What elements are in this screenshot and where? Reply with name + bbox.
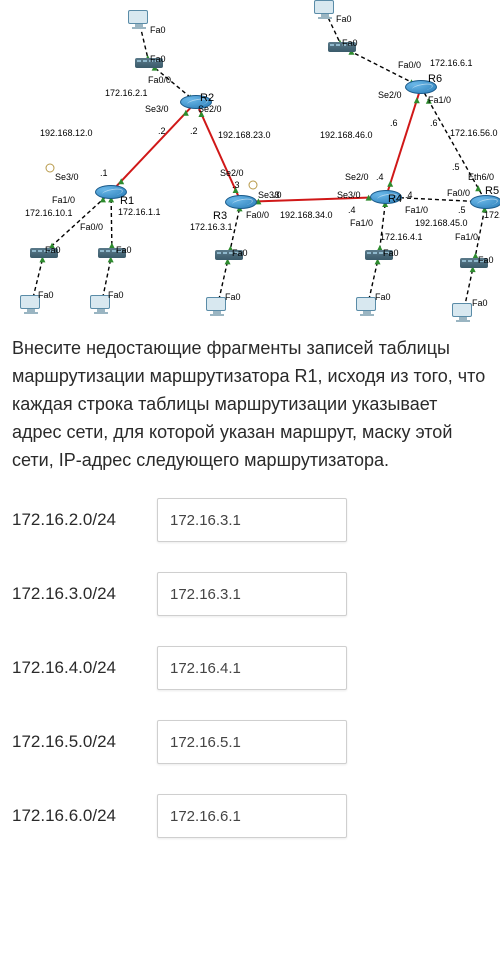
diagram-label: R5 — [485, 185, 499, 197]
route-answer-slot[interactable]: 172.16.4.1 — [157, 646, 347, 690]
diagram-label: Fa0 — [108, 290, 124, 300]
diagram-label: 172.16.10.1 — [25, 208, 73, 218]
diagram-label: .5 — [452, 162, 460, 172]
route-network: 172.16.6.0/24 — [12, 806, 157, 826]
network-diagram: Fa0Fa0Fa0/0172.16.2.1R2Se3/0Se2/0.2.2192… — [0, 0, 500, 325]
diagram-label: Fa0 — [116, 245, 132, 255]
route-answer-slot[interactable]: 172.16.3.1 — [157, 498, 347, 542]
diagram-label: .2 — [158, 126, 166, 136]
diagram-label: Fa1/0 — [350, 218, 373, 228]
content-area: Внесите недостающие фрагменты записей та… — [0, 325, 500, 838]
diagram-label: Se2/0 — [345, 172, 369, 182]
route-answer-slot[interactable]: 172.16.6.1 — [157, 794, 347, 838]
diagram-label: Fa0/0 — [398, 60, 421, 70]
diagram-label: Se3/0 — [55, 172, 79, 182]
diagram-label: .5 — [458, 205, 466, 215]
diagram-label: .6 — [430, 118, 438, 128]
route-row: 172.16.3.0/24 172.16.3.1 — [12, 572, 488, 616]
route-answer-value: 172.16.6.1 — [170, 808, 241, 825]
diagram-label: Fa0 — [472, 298, 488, 308]
route-network: 172.16.2.0/24 — [12, 510, 157, 530]
diagram-label: Se2/0 — [378, 90, 402, 100]
route-answer-value: 172.16.5.1 — [170, 734, 241, 751]
diagram-label: Fa0 — [150, 25, 166, 35]
diagram-label: Se3/0 — [337, 190, 361, 200]
diagram-label: 192.168.46.0 — [320, 130, 373, 140]
question-text: Внесите недостающие фрагменты записей та… — [12, 335, 488, 474]
route-answer-value: 172.16.4.1 — [170, 660, 241, 677]
diagram-label: 172.1 — [484, 210, 500, 220]
diagram-label: Se3/0 — [145, 104, 169, 114]
route-network: 172.16.3.0/24 — [12, 584, 157, 604]
diagram-label: Fa0 — [45, 245, 61, 255]
router-icon — [225, 195, 257, 209]
route-row: 172.16.5.0/24 172.16.5.1 — [12, 720, 488, 764]
pc-icon — [452, 303, 474, 325]
route-answer-slot[interactable]: 172.16.3.1 — [157, 572, 347, 616]
diagram-label: Eth6/0 — [468, 172, 494, 182]
diagram-label: 172.16.2.1 — [105, 88, 148, 98]
diagram-label: Fa1/0 — [428, 95, 451, 105]
diagram-label: .4 — [348, 205, 356, 215]
diagram-label: 172.16.4.1 — [380, 232, 423, 242]
diagram-label: 172.16.3.1 — [190, 222, 233, 232]
diagram-label: Se2/0 — [198, 104, 222, 114]
diagram-label: .4 — [405, 190, 413, 200]
pc-icon — [314, 0, 336, 22]
diagram-label: Fa0/0 — [80, 222, 103, 232]
route-row: 172.16.6.0/24 172.16.6.1 — [12, 794, 488, 838]
diagram-label: .2 — [190, 126, 198, 136]
diagram-label: R2 — [200, 92, 214, 104]
route-row: 172.16.2.0/24 172.16.3.1 — [12, 498, 488, 542]
diagram-label: Fa1/0 — [52, 195, 75, 205]
diagram-label: 192.168.12.0 — [40, 128, 93, 138]
diagram-label: .3 — [272, 190, 280, 200]
route-answer-value: 172.16.3.1 — [170, 586, 241, 603]
diagram-label: R6 — [428, 73, 442, 85]
diagram-label: 172.16.6.1 — [430, 58, 473, 68]
diagram-label: R4 — [388, 193, 402, 205]
diagram-label: Fa0 — [342, 38, 358, 48]
diagram-label: Fa0 — [225, 292, 241, 302]
diagram-label: Fa0 — [38, 290, 54, 300]
route-network: 172.16.5.0/24 — [12, 732, 157, 752]
pc-icon — [128, 10, 150, 32]
route-row: 172.16.4.0/24 172.16.4.1 — [12, 646, 488, 690]
diagram-label: 192.168.45.0 — [415, 218, 468, 228]
diagram-label: Fa0/0 — [246, 210, 269, 220]
diagram-label: .3 — [232, 180, 240, 190]
diagram-label: Fa0 — [336, 14, 352, 24]
diagram-label: Fa0/0 — [148, 75, 171, 85]
diagram-label: .6 — [390, 118, 398, 128]
diagram-label: .4 — [376, 172, 384, 182]
diagram-label: 172.16.56.0 — [450, 128, 498, 138]
diagram-label: Fa1/0 — [405, 205, 428, 215]
route-answer-value: 172.16.3.1 — [170, 512, 241, 529]
diagram-label: Fa0 — [383, 248, 399, 258]
diagram-label: R1 — [120, 195, 134, 207]
diagram-label: 192.168.23.0 — [218, 130, 271, 140]
diagram-label: 192.168.34.0 — [280, 210, 333, 220]
diagram-label: Fa0 — [375, 292, 391, 302]
diagram-label: Fa1/0 — [455, 232, 478, 242]
route-network: 172.16.4.0/24 — [12, 658, 157, 678]
diagram-label: .1 — [100, 168, 108, 178]
route-answer-slot[interactable]: 172.16.5.1 — [157, 720, 347, 764]
diagram-label: Fa0/0 — [447, 188, 470, 198]
diagram-label: R3 — [213, 210, 227, 222]
router-icon — [470, 195, 500, 209]
diagram-label: Se2/0 — [220, 168, 244, 178]
diagram-label: Fa0 — [232, 248, 248, 258]
diagram-label: Fa0 — [478, 255, 494, 265]
diagram-label: Fa0 — [150, 54, 166, 64]
diagram-label: 172.16.1.1 — [118, 207, 161, 217]
